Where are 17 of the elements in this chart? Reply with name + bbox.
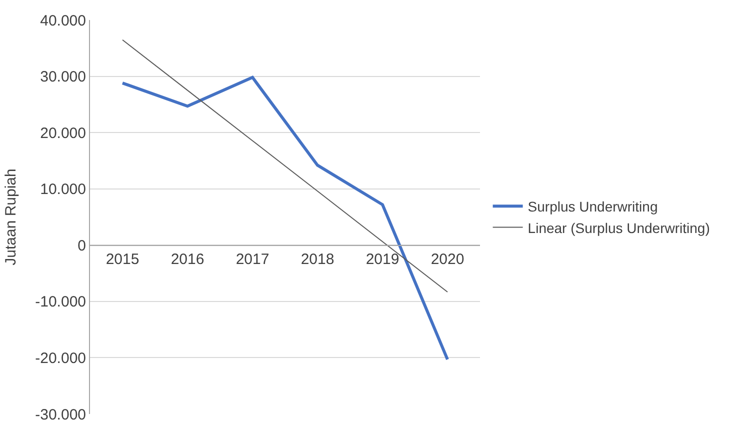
y-tick-label: 0 (78, 237, 86, 254)
y-tick-label: 40.000 (40, 12, 86, 30)
x-tick-label: 2015 (106, 251, 140, 268)
y-tick-label: 20.000 (40, 124, 86, 142)
y-tick-label: 30.000 (40, 68, 86, 86)
y-tick-label: 10.000 (40, 181, 86, 198)
x-tick-label: 2018 (300, 251, 334, 268)
y-axis-title: Jutaan Rupiah (2, 168, 20, 266)
y-tick-label: -10.000 (35, 294, 86, 311)
y-tick-label: -30.000 (35, 406, 86, 424)
x-tick-label: 2019 (366, 251, 400, 268)
legend-label: Surplus Underwriting (528, 198, 658, 215)
x-tick-label: 2016 (170, 251, 204, 268)
x-tick-label: 2017 (236, 251, 270, 268)
legend-label: Linear (Surplus Underwriting) (528, 220, 710, 236)
x-tick-label: 2020 (430, 251, 464, 268)
y-tick-label: -20.000 (35, 350, 86, 367)
